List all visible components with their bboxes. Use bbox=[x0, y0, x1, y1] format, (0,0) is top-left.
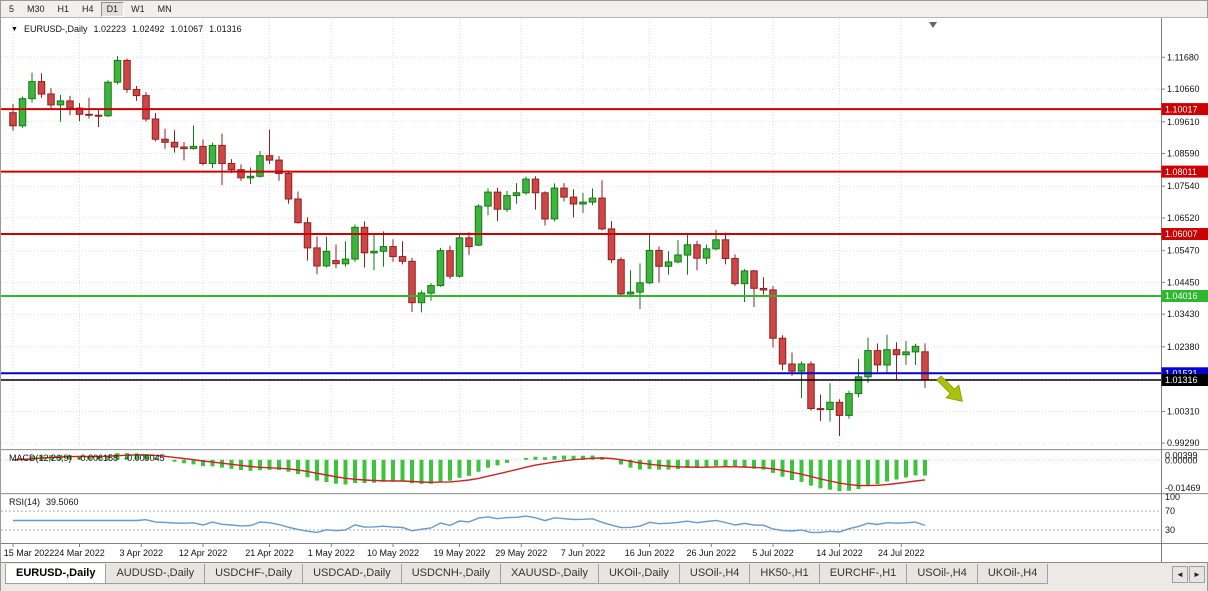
macd-signal-line bbox=[12, 454, 926, 487]
chart-tab-usdcad-daily[interactable]: USDCAD-,Daily bbox=[302, 564, 402, 584]
grid bbox=[1, 19, 1161, 448]
pane-separators[interactable] bbox=[1, 449, 1208, 544]
svg-text:1.06520: 1.06520 bbox=[1167, 213, 1200, 223]
candles bbox=[9, 56, 929, 436]
timeframe-button-H1[interactable]: H1 bbox=[57, 3, 70, 14]
svg-text:14 Jul 2022: 14 Jul 2022 bbox=[816, 548, 863, 558]
tabs-scroll-controls: ◄ ► bbox=[1172, 566, 1205, 583]
svg-text:1.02380: 1.02380 bbox=[1167, 342, 1200, 352]
svg-text:10 May 2022: 10 May 2022 bbox=[367, 548, 419, 558]
chart-tab-usdchf-daily[interactable]: USDCHF-,Daily bbox=[204, 564, 304, 584]
svg-text:1.05470: 1.05470 bbox=[1167, 246, 1200, 256]
svg-text:1.06007: 1.06007 bbox=[1165, 229, 1198, 239]
svg-text:0.00000: 0.00000 bbox=[1165, 456, 1198, 466]
svg-text:19 May 2022: 19 May 2022 bbox=[433, 548, 485, 558]
chart-tab-eurchf-h1[interactable]: EURCHF-,H1 bbox=[818, 564, 908, 584]
svg-text:7 Jun 2022: 7 Jun 2022 bbox=[561, 548, 606, 558]
svg-text:21 Apr 2022: 21 Apr 2022 bbox=[245, 548, 294, 558]
price-line-labels: 1.10017 1.08011 1.06007 1.04016 1.015311.013… bbox=[1161, 103, 1208, 386]
svg-text:16 Jun 2022: 16 Jun 2022 bbox=[625, 548, 675, 558]
svg-text:1.04016: 1.04016 bbox=[1165, 291, 1198, 301]
price-chart-canvas[interactable]: 1.11680 1.10660 1.09610 1.08590 1.07540 1.065… bbox=[1, 18, 1208, 562]
svg-text:1.04450: 1.04450 bbox=[1167, 277, 1200, 287]
svg-text:1.08011: 1.08011 bbox=[1165, 167, 1197, 177]
chart-tab-xauusd-daily[interactable]: XAUUSD-,Daily bbox=[499, 564, 599, 584]
rsi-scale: 100 70 30 bbox=[1165, 492, 1180, 535]
svg-text:24 Jul 2022: 24 Jul 2022 bbox=[878, 548, 925, 558]
svg-text:26 Jun 2022: 26 Jun 2022 bbox=[686, 548, 736, 558]
date-axis[interactable]: 15 Mar 2022 24 Mar 2022 3 Apr 2022 12 Apr 2… bbox=[4, 544, 925, 558]
svg-text:1.10660: 1.10660 bbox=[1167, 84, 1200, 94]
timeframe-button-H4[interactable]: H4 bbox=[82, 3, 94, 14]
svg-text:1.11680: 1.11680 bbox=[1167, 52, 1199, 62]
chart-tab-usoil-h4[interactable]: USOil-,H4 bbox=[906, 564, 978, 584]
arrow-annotation[interactable] bbox=[933, 372, 969, 408]
svg-text:0.00399: 0.00399 bbox=[1165, 451, 1198, 461]
svg-text:1.01316: 1.01316 bbox=[1165, 375, 1198, 385]
svg-text:3 Apr 2022: 3 Apr 2022 bbox=[119, 548, 163, 558]
timeframe-button-5[interactable]: 5 bbox=[9, 3, 15, 14]
svg-text:1.10017: 1.10017 bbox=[1165, 104, 1198, 114]
svg-text:1.03430: 1.03430 bbox=[1167, 309, 1200, 319]
svg-text:15 Mar 2022: 15 Mar 2022 bbox=[4, 548, 55, 558]
svg-text:12 Apr 2022: 12 Apr 2022 bbox=[179, 548, 228, 558]
chart-shift-marker-icon bbox=[929, 22, 937, 28]
svg-text:-0.01469: -0.01469 bbox=[1165, 483, 1201, 493]
rsi-line bbox=[13, 515, 926, 534]
chart-tabs: EURUSD-,Daily AUDUSD-,Daily USDCHF-,Daily U… bbox=[5, 564, 1171, 586]
svg-text:70: 70 bbox=[1165, 506, 1175, 516]
tabs-scroll-left-button[interactable]: ◄ bbox=[1172, 566, 1188, 583]
chart-tab-eurusd-daily[interactable]: EURUSD-,Daily bbox=[5, 564, 107, 584]
svg-text:24 Mar 2022: 24 Mar 2022 bbox=[54, 548, 105, 558]
timeframe-button-MN[interactable]: MN bbox=[157, 3, 172, 14]
svg-text:1.09610: 1.09610 bbox=[1167, 117, 1200, 127]
svg-text:0.99290: 0.99290 bbox=[1167, 438, 1200, 448]
svg-text:1.08590: 1.08590 bbox=[1167, 149, 1200, 159]
svg-text:5 Jul 2022: 5 Jul 2022 bbox=[752, 548, 794, 558]
chart-tab-ukoil-daily[interactable]: UKOil-,Daily bbox=[597, 564, 680, 584]
timeframe-button-D1[interactable]: D1 bbox=[100, 1, 125, 17]
chart-tab-hk50-h1[interactable]: HK50-,H1 bbox=[749, 564, 820, 584]
svg-text:1.07540: 1.07540 bbox=[1167, 181, 1200, 191]
chart-tab-audusd-daily[interactable]: AUDUSD-,Daily bbox=[105, 564, 206, 584]
chart-tab-usoil-h4[interactable]: USOil-,H4 bbox=[678, 564, 751, 584]
chart-tabs-bar: EURUSD-,Daily AUDUSD-,Daily USDCHF-,Daily U… bbox=[1, 562, 1207, 591]
chart-tab-ukoil-h4[interactable]: UKOil-,H4 bbox=[976, 564, 1049, 584]
svg-text:1.00310: 1.00310 bbox=[1167, 406, 1200, 416]
svg-text:100: 100 bbox=[1165, 492, 1180, 502]
svg-text:29 May 2022: 29 May 2022 bbox=[495, 548, 547, 558]
timeframe-button-M30[interactable]: M30 bbox=[27, 3, 45, 14]
svg-text:30: 30 bbox=[1165, 525, 1175, 535]
svg-text:1.01531: 1.01531 bbox=[1165, 369, 1198, 379]
chart-tab-usdcnh-daily[interactable]: USDCNH-,Daily bbox=[400, 564, 501, 584]
svg-text:1 May 2022: 1 May 2022 bbox=[308, 548, 355, 558]
timeframe-toolbar: 5 M30 H1 H4 D1 W1 MN bbox=[1, 1, 1207, 18]
tabs-scroll-right-button[interactable]: ► bbox=[1189, 566, 1205, 583]
timeframe-button-W1[interactable]: W1 bbox=[131, 3, 145, 14]
